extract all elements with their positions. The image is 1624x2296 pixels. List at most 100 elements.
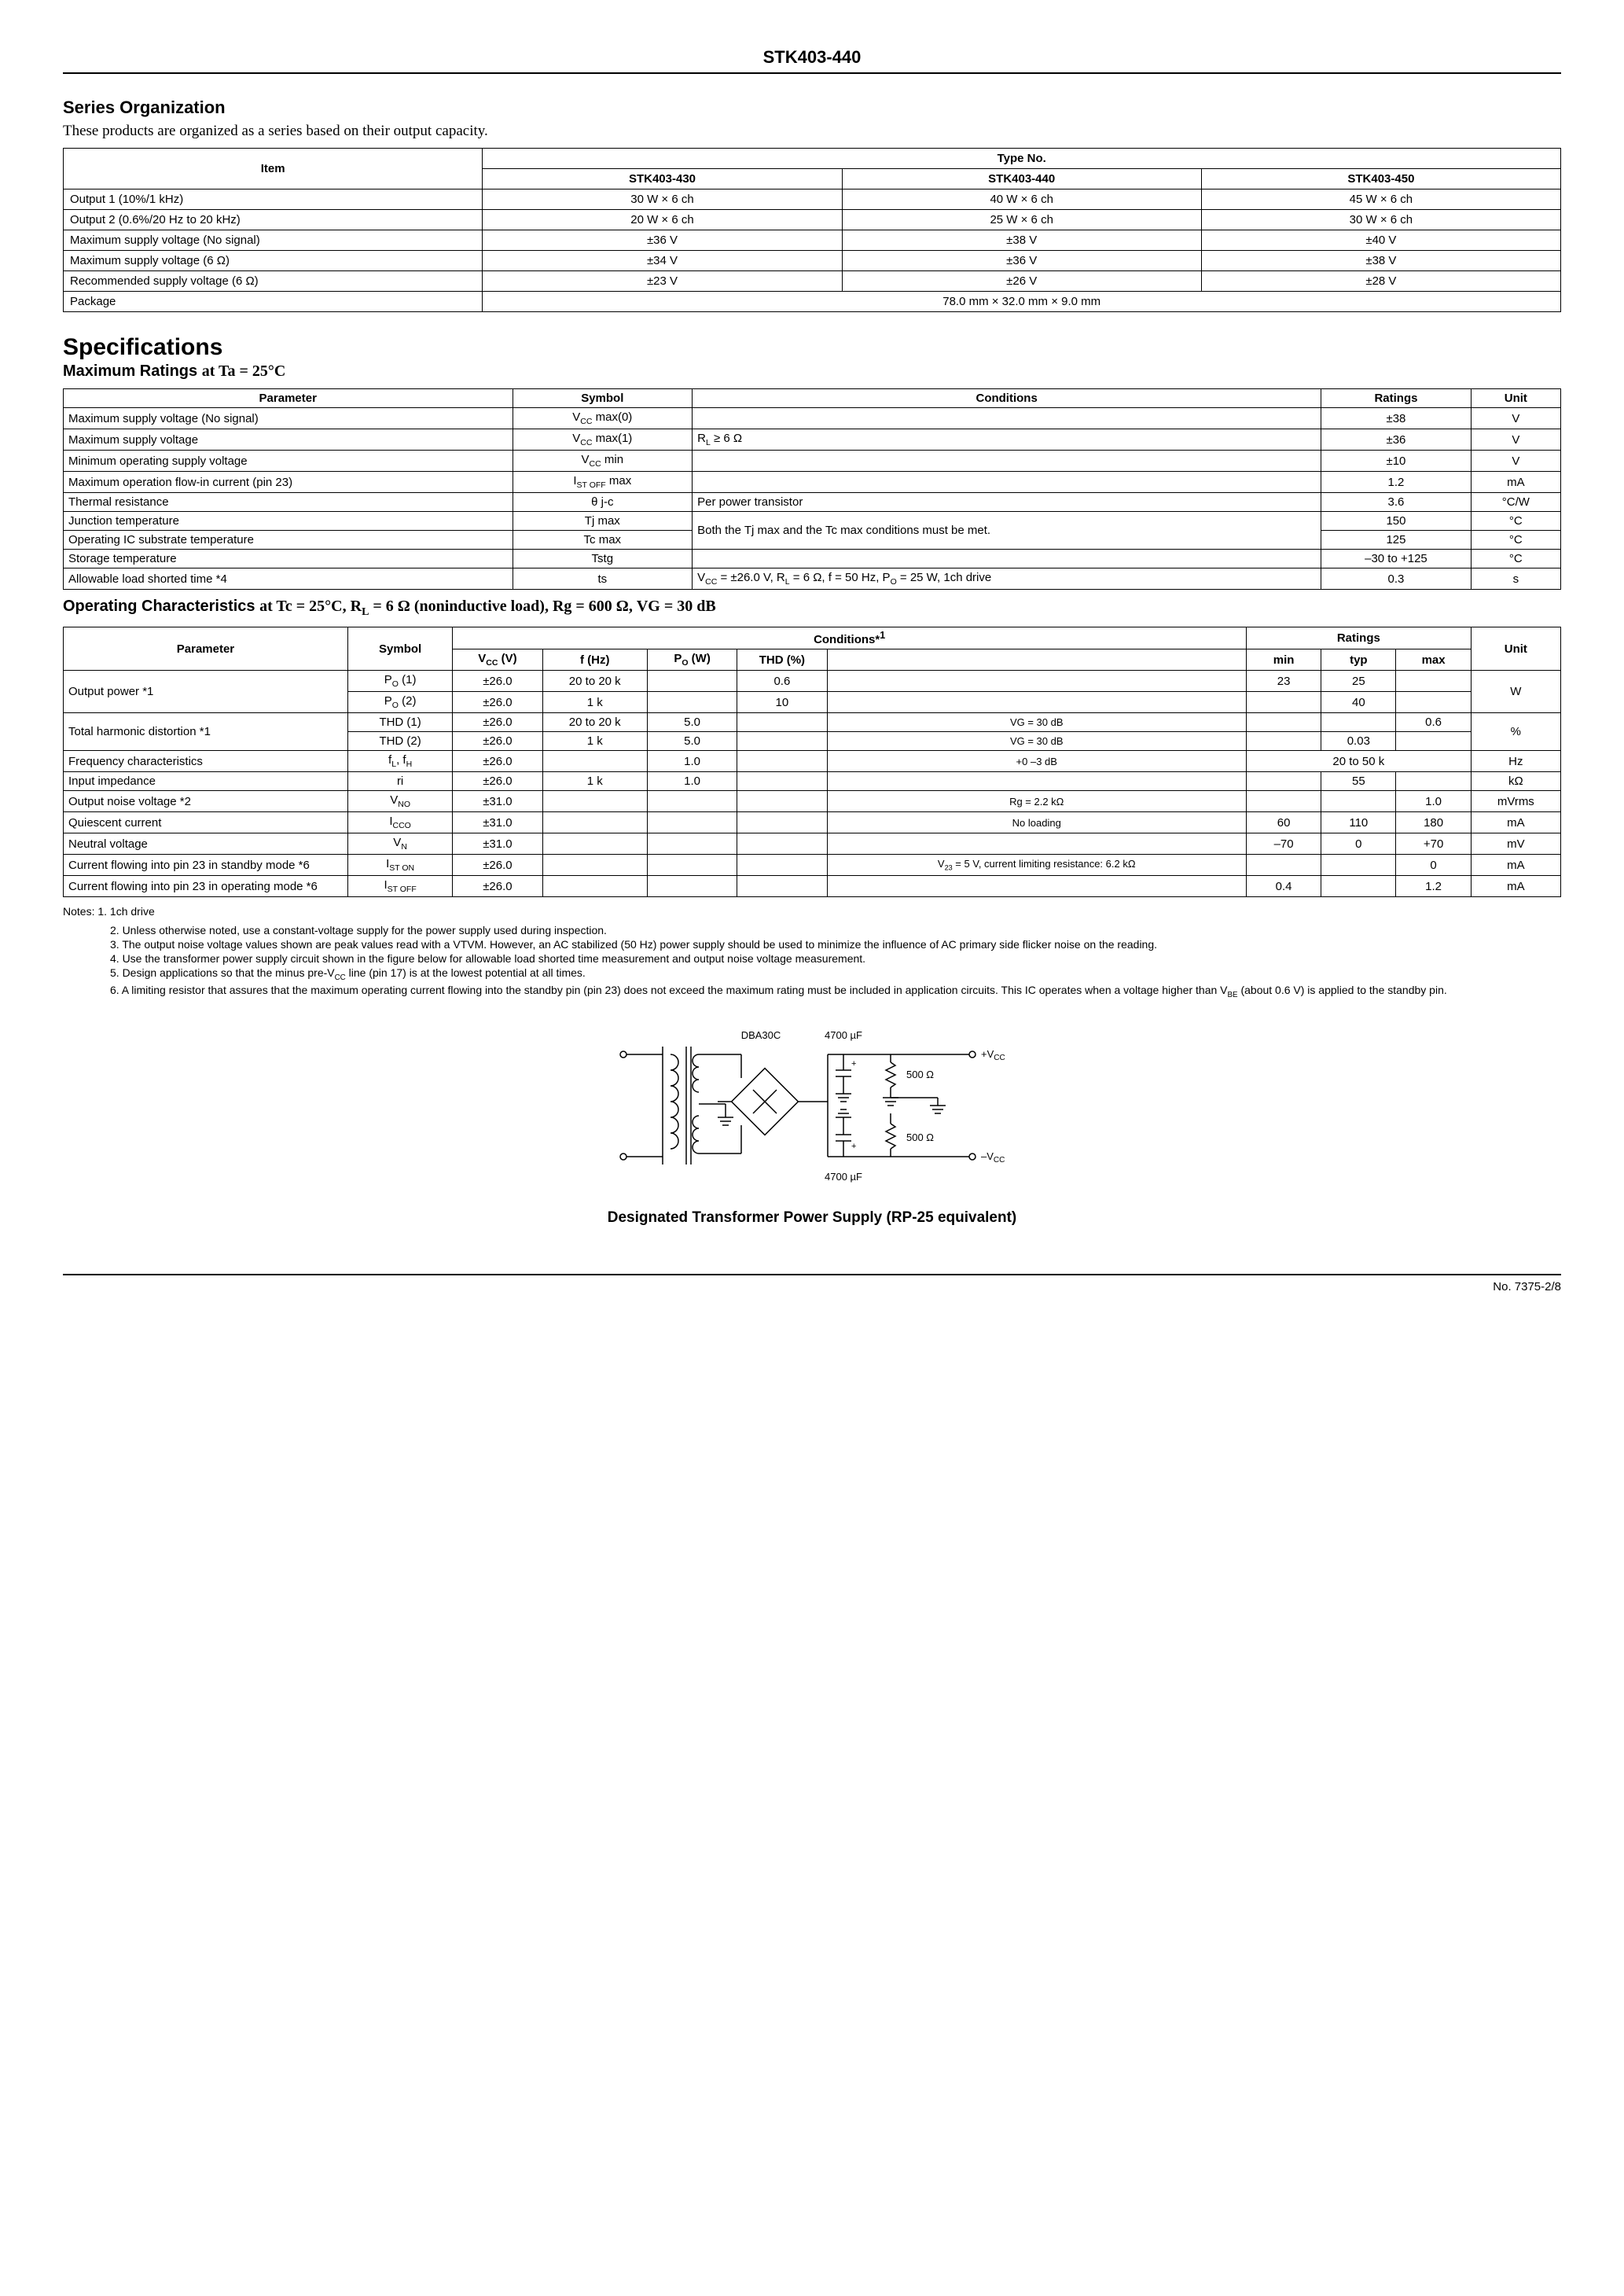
- table-cell: 0: [1321, 833, 1396, 855]
- table-cell: ±36 V: [483, 230, 842, 251]
- table-cell: [737, 713, 827, 732]
- table-cell: [1396, 692, 1471, 713]
- table-cell: ±28 V: [1201, 271, 1560, 292]
- table-cell: [737, 812, 827, 833]
- table-cell: 0.3: [1321, 568, 1472, 590]
- table-cell: 1.2: [1321, 472, 1472, 493]
- table-cell: 3.6: [1321, 493, 1472, 512]
- note-item: 6. A limiting resistor that assures that…: [110, 984, 1561, 999]
- table-cell: +70: [1396, 833, 1471, 855]
- table-cell: Tc max: [513, 531, 693, 550]
- table-cell: mA: [1471, 812, 1560, 833]
- table-cell: –70: [1246, 833, 1321, 855]
- table-cell: [737, 732, 827, 751]
- table-cell: ±38 V: [1201, 251, 1560, 271]
- table-cell: °C/W: [1471, 493, 1560, 512]
- table-cell: ±31.0: [453, 791, 542, 812]
- op-char-title: Operating Characteristics at Tc = 25°C, …: [63, 598, 1561, 619]
- table-cell: V: [1471, 408, 1560, 429]
- table-cell: mA: [1471, 472, 1560, 493]
- table-row-label: Output 1 (10%/1 kHz): [64, 189, 483, 210]
- table-cell: ts: [513, 568, 693, 590]
- max-ratings-table: ParameterSymbolConditionsRatingsUnit Max…: [63, 388, 1561, 590]
- model-col: STK403-440: [842, 169, 1201, 189]
- table-cell: [827, 671, 1246, 692]
- table-cell: ±26.0: [453, 692, 542, 713]
- table-cell: [827, 876, 1246, 897]
- table-cell: fL, fH: [347, 751, 452, 772]
- table-cell: [1246, 791, 1321, 812]
- table-cell: s: [1471, 568, 1560, 590]
- table-cell: ±26.0: [453, 772, 542, 791]
- table-cell: Output power *1: [64, 671, 348, 713]
- table-cell: 45 W × 6 ch: [1201, 189, 1560, 210]
- table-cell: ±26.0: [453, 671, 542, 692]
- table-cell: Total harmonic distortion *1: [64, 713, 348, 751]
- table-cell: 20 W × 6 ch: [483, 210, 842, 230]
- oc-unit: Unit: [1471, 627, 1560, 671]
- table-cell: VCC max(1): [513, 429, 693, 451]
- table-cell: [1321, 876, 1396, 897]
- table-cell: ±26.0: [453, 855, 542, 876]
- notes-list: 2. Unless otherwise noted, use a constan…: [63, 924, 1561, 999]
- power-supply-diagram: DBA30C 4700 µF 500 Ω 500 Ω 4700 µF +VCC …: [63, 1023, 1561, 1227]
- series-org-table: Item Type No. STK403-430STK403-440STK403…: [63, 148, 1561, 312]
- table-cell: 20 to 20 k: [542, 671, 647, 692]
- label-cap-top: 4700 µF: [825, 1029, 862, 1041]
- table-cell: W: [1471, 671, 1560, 713]
- table-cell: 1.0: [647, 751, 737, 772]
- table-cell: [1396, 772, 1471, 791]
- table-cell: +0 –3 dB: [827, 751, 1246, 772]
- table-cell: 20 to 20 k: [542, 713, 647, 732]
- oc-po: PO (W): [647, 649, 737, 671]
- mr-col: Conditions: [693, 389, 1321, 408]
- table-cell: [542, 812, 647, 833]
- table-cell: 30 W × 6 ch: [1201, 210, 1560, 230]
- table-cell: [693, 472, 1321, 493]
- table-cell: Both the Tj max and the Tc max condition…: [693, 512, 1321, 550]
- mr-col: Parameter: [64, 389, 513, 408]
- table-cell: [1321, 791, 1396, 812]
- label-vcc-n: –VCC: [981, 1150, 1005, 1165]
- notes-label: Notes: 1. 1ch drive: [63, 905, 1561, 918]
- table-cell: PO (1): [347, 671, 452, 692]
- table-cell: °C: [1471, 550, 1560, 568]
- table-cell: Frequency characteristics: [64, 751, 348, 772]
- table-cell: 5.0: [647, 713, 737, 732]
- table-cell: [737, 791, 827, 812]
- table-cell: VG = 30 dB: [827, 732, 1246, 751]
- table-cell: ±36 V: [842, 251, 1201, 271]
- note-item: 5. Design applications so that the minus…: [110, 966, 1561, 982]
- table-cell: Maximum supply voltage: [64, 429, 513, 451]
- table-cell: ICCO: [347, 812, 452, 833]
- table-cell: Allowable load shorted time *4: [64, 568, 513, 590]
- svg-text:+: +: [851, 1142, 856, 1151]
- col-type: Type No.: [483, 149, 1561, 169]
- table-cell: 125: [1321, 531, 1472, 550]
- table-cell: [693, 550, 1321, 568]
- table-cell: Tj max: [513, 512, 693, 531]
- table-cell: Per power transistor: [693, 493, 1321, 512]
- table-cell: 5.0: [647, 732, 737, 751]
- table-cell: ±26.0: [453, 751, 542, 772]
- table-cell: mA: [1471, 855, 1560, 876]
- table-cell: 40 W × 6 ch: [842, 189, 1201, 210]
- mr-col: Ratings: [1321, 389, 1472, 408]
- table-cell: [1321, 855, 1396, 876]
- table-cell: 55: [1321, 772, 1396, 791]
- oc-ext: [827, 649, 1246, 671]
- table-row-label: Output 2 (0.6%/20 Hz to 20 kHz): [64, 210, 483, 230]
- table-cell: [542, 791, 647, 812]
- table-cell: 20 to 50 k: [1246, 751, 1471, 772]
- table-cell: Tstg: [513, 550, 693, 568]
- table-cell: Hz: [1471, 751, 1560, 772]
- table-cell: 60: [1246, 812, 1321, 833]
- table-cell: [647, 692, 737, 713]
- table-cell: Maximum operation flow-in current (pin 2…: [64, 472, 513, 493]
- table-cell: mV: [1471, 833, 1560, 855]
- table-cell: [1321, 713, 1396, 732]
- table-cell: V: [1471, 451, 1560, 472]
- table-cell: 40: [1321, 692, 1396, 713]
- specifications-title: Specifications: [63, 334, 1561, 361]
- table-cell: [737, 751, 827, 772]
